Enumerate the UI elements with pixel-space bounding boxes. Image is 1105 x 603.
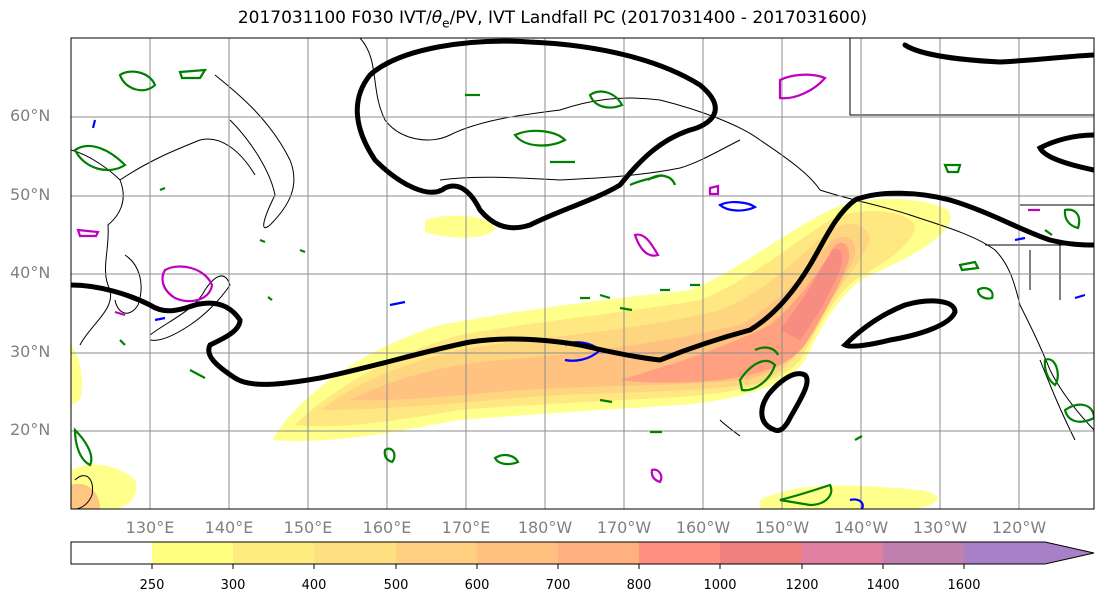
cb-swatch-3 — [314, 542, 396, 564]
cb-outline — [70, 541, 1095, 565]
ivt-band-mid-250 — [425, 215, 495, 238]
lat-label-50n: 50°N — [10, 185, 51, 204]
pc-contour-main-band — [71, 190, 1094, 387]
lon-label-160w: 160°W — [675, 518, 731, 537]
coast-alaska — [359, 38, 821, 191]
lat-label-60n: 60°N — [10, 106, 51, 125]
pv-contours — [73, 68, 1094, 509]
colorbar — [70, 541, 1095, 569]
pc-contour-north-loop — [354, 38, 718, 231]
title-theta-subscript: e — [442, 16, 450, 31]
lat-label-40n: 40°N — [10, 263, 51, 282]
pv-green-contours — [73, 68, 1094, 507]
map-layers — [71, 38, 1094, 509]
cb-label-300: 300 — [220, 578, 246, 593]
coast-na-west — [819, 189, 1094, 431]
border-states — [1020, 204, 1094, 300]
cb-swatch-5 — [477, 542, 558, 564]
cb-swatch-11 — [964, 542, 1094, 564]
cb-swatch-9 — [802, 542, 883, 564]
lon-label-130e: 130°E — [125, 518, 175, 537]
lon-label-180w: 180°W — [517, 518, 573, 537]
coast-aleutians — [439, 139, 741, 181]
lon-label-170e: 170°E — [441, 518, 491, 537]
coast-asia — [71, 149, 124, 346]
lat-label-30n: 30°N — [10, 342, 51, 361]
pc-contour-east-loop — [840, 298, 958, 349]
cb-swatch-4 — [396, 542, 477, 564]
cb-swatch-1 — [152, 542, 233, 564]
map-frame — [70, 37, 1095, 510]
pv-magenta-contours — [76, 73, 1040, 484]
title-theta: θ — [431, 8, 443, 28]
pv-blue-contours — [91, 119, 1086, 509]
ivt-band-edge-250 — [71, 345, 82, 405]
cb-label-400: 400 — [301, 578, 327, 593]
cb-swatch-7 — [639, 542, 720, 564]
ivt-band-700 — [620, 242, 850, 383]
cb-label-800: 800 — [626, 578, 652, 593]
lon-label-150w: 150°W — [754, 518, 810, 537]
cb-ticks — [151, 564, 965, 569]
pc-contour-ne2 — [1036, 132, 1094, 173]
lon-label-140e: 140°E — [204, 518, 254, 537]
pc-contour-south-loop — [759, 371, 810, 433]
cb-label-700: 700 — [545, 578, 571, 593]
coast-okhotsk — [119, 138, 256, 181]
pc-contours — [71, 38, 1094, 433]
border-alaska-canada — [849, 38, 1094, 116]
lon-label-170w: 170°W — [596, 518, 652, 537]
cb-label-1400: 1400 — [866, 578, 900, 593]
map-title: 2017031100 F030 IVT/θe/PV, IVT Landfall … — [0, 8, 1105, 30]
lat-label-20n: 20°N — [10, 420, 51, 439]
coast-korea — [114, 254, 142, 314]
cb-label-250: 250 — [139, 578, 165, 593]
ivt-band-1000 — [780, 248, 843, 340]
cb-swatch-2 — [233, 542, 314, 564]
lon-label-160e: 160°E — [362, 518, 412, 537]
cb-label-1000: 1000 — [703, 578, 737, 593]
cb-label-500: 500 — [383, 578, 409, 593]
coast-kamchatka — [214, 74, 295, 228]
lon-label-140w: 140°W — [833, 518, 889, 537]
lon-label-130w: 130°W — [912, 518, 968, 537]
cb-swatch-0 — [71, 542, 152, 564]
coast-philippines — [74, 475, 94, 509]
cb-swatch-8 — [720, 542, 802, 564]
cb-label-600: 600 — [464, 578, 490, 593]
title-prefix: 2017031100 F030 IVT/ — [237, 8, 432, 28]
cb-swatch-10 — [883, 542, 964, 564]
cb-label-1600: 1600 — [947, 578, 981, 593]
cb-label-1200: 1200 — [785, 578, 819, 593]
lon-label-120w: 120°W — [991, 518, 1047, 537]
pc-contour-ne — [902, 42, 1094, 65]
cb-swatch-6 — [558, 542, 639, 564]
title-suffix: /PV, IVT Landfall PC (2017031400 - 20170… — [449, 8, 868, 28]
coast-hawaii — [719, 419, 741, 437]
lon-label-150e: 150°E — [283, 518, 333, 537]
